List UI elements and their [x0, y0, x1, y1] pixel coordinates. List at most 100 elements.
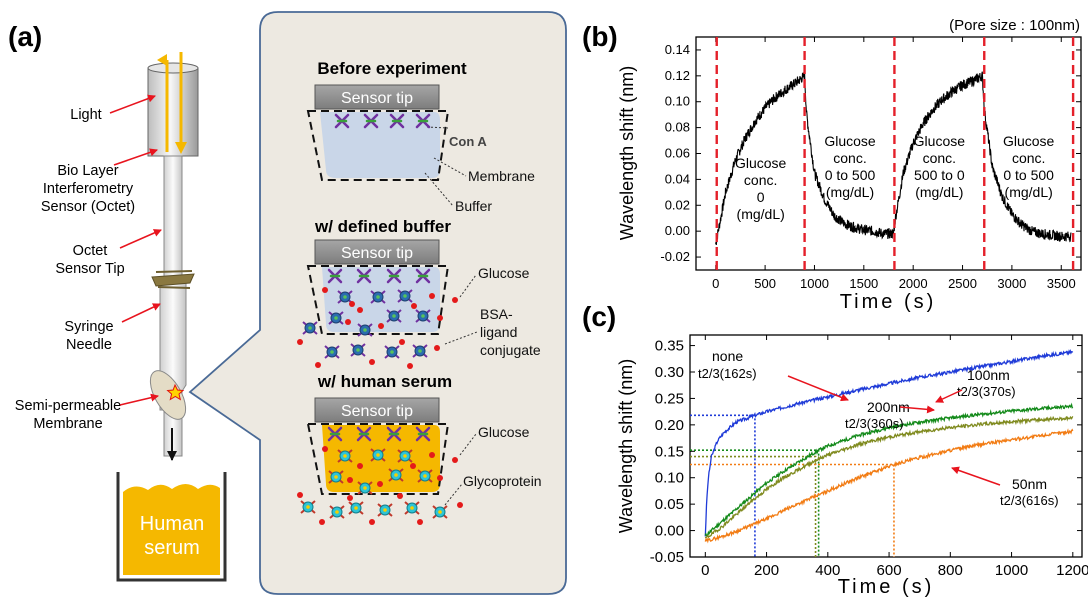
bsa-ligand-icon [386, 309, 402, 323]
panel-c-label: (c) [582, 301, 616, 332]
bsa-ligand-icon [357, 323, 373, 337]
panel-a-label: (a) [8, 21, 42, 52]
y-tick-label: 0.20 [655, 417, 684, 434]
buffer-label: Buffer [455, 198, 492, 214]
pore-size-note: (Pore size : 100nm) [949, 17, 1080, 34]
conA-icon [415, 426, 431, 442]
y-tick-label: 0.08 [665, 120, 690, 135]
star-icon [166, 383, 185, 401]
conA-icon [389, 113, 405, 129]
glycoprotein-icon [357, 481, 373, 495]
arrow-tip [119, 229, 162, 249]
label-200nm: 200nm [867, 399, 910, 415]
bsa-leader [444, 331, 478, 345]
phase-annotation-line: conc. [1012, 150, 1045, 166]
chart-c-xlabel: Time (s) [838, 576, 935, 598]
section2-molecules [297, 268, 458, 369]
y-tick-label: 0.06 [665, 146, 690, 161]
glycoprotein-icon [370, 448, 386, 462]
glycoprotein-icon [388, 468, 404, 482]
light-housing-top [147, 62, 199, 74]
label-needle-2: Needle [66, 337, 112, 353]
label-tip-1: Octet [73, 243, 108, 259]
x-tick-label: 0 [701, 562, 709, 579]
glucose-icon [452, 457, 458, 463]
label-100nm: 100nm [967, 367, 1010, 383]
bsa-label-3: conjugate [480, 342, 541, 358]
human-serum-liquid [123, 484, 220, 575]
label-100nm-t: t2/3(370s) [957, 384, 1016, 399]
chart-b-ticks: -0.02 0.00 0.02 0.04 0.06 0.08 0.10 0.12 0.14 0 50… [660, 37, 1081, 291]
label-none-t: t2/3(162s) [698, 366, 757, 381]
section2-title: w/ defined buffer [314, 217, 451, 236]
panel-a: (a) Light Bio Layer Interferometry Senso… [8, 11, 567, 595]
conA-icon [334, 113, 350, 129]
panel-b: (b) (Pore size : 100nm) -0.02 0.00 0.02 0.0… [582, 17, 1082, 313]
glucose-icon [357, 463, 363, 469]
y-tick-label: 0.02 [665, 197, 690, 212]
conA-leader [426, 126, 449, 129]
chart-c-frame [689, 334, 1083, 558]
glucose-icon [357, 307, 363, 313]
panel-c: (c) -0.05 0.00 0.05 0.10 0.15 0.20 0.25 0.30 0.3… [582, 301, 1088, 598]
label-50nm-t: t2/3(616s) [1000, 493, 1059, 508]
x-tick-label: 1000 [995, 562, 1028, 579]
phase-annotation-line: Glucose [1003, 133, 1055, 149]
phase-annotation-line: Glucose [914, 133, 966, 149]
guide-line [690, 455, 817, 557]
membrane-outline-2 [306, 265, 450, 335]
y-tick-label: 0.14 [665, 42, 690, 57]
glucose-icon [378, 323, 384, 329]
glycoprotein-icon [329, 505, 345, 519]
phase-annotation-line: 0 to 500 [1003, 167, 1054, 183]
glucose-icon [457, 502, 463, 508]
phase-annotation-line: conc. [923, 150, 956, 166]
conA-icon [386, 268, 402, 284]
glucose-icon [345, 319, 351, 325]
glucose-icon [297, 339, 303, 345]
conA-row-1 [334, 113, 431, 129]
conA-label: Con A [449, 134, 487, 149]
arrow-needle [121, 303, 161, 323]
glucose-icon [369, 359, 375, 365]
y-tick-label: 0.10 [665, 94, 690, 109]
bsa-ligand-icon [328, 311, 344, 325]
glucose-icon [322, 446, 328, 452]
series-line-200nm [704, 415, 1074, 539]
membrane-outline-3 [306, 423, 450, 495]
section1-title: Before experiment [317, 59, 467, 78]
membrane-outline-1 [306, 110, 450, 181]
light-down-arrow-icon [175, 142, 187, 154]
phase-annotation-line: (mg/dL) [826, 184, 874, 200]
phase-annotation-line: Glucose [824, 133, 876, 149]
sensor-tip-1 [314, 84, 440, 110]
guide-line [690, 463, 895, 557]
bsa-ligand-icon [350, 343, 366, 357]
glucose-icon [349, 301, 355, 307]
label-200nm-t: t2/3(360s) [845, 416, 904, 431]
y-tick-label: 0.00 [655, 523, 684, 540]
y-tick-label: 0.04 [665, 171, 690, 186]
conA-icon [327, 268, 343, 284]
bsa-ligand-icon [397, 289, 413, 303]
y-tick-label: 0.12 [665, 68, 690, 83]
sensor-tip-label-1: Sensor tip [341, 90, 413, 107]
glycoprotein-icon [348, 501, 364, 515]
y-tick-label: 0.25 [655, 390, 684, 407]
arrow-bli [113, 148, 158, 166]
conA-icon [363, 113, 379, 129]
series-line-none [704, 349, 1074, 537]
series-line-50nm [704, 428, 1074, 544]
chart-c-ticks: -0.05 0.00 0.05 0.10 0.15 0.20 0.25 0.30 0.35 0 20… [650, 335, 1088, 579]
glucose-icon [429, 452, 435, 458]
label-bli-2: Interferometry [43, 181, 134, 197]
membrane-fill-1 [320, 112, 440, 178]
x-tick-label: 3000 [997, 276, 1026, 291]
phase-annotation-line: 500 to 0 [914, 167, 965, 183]
glucose-icon [417, 519, 423, 525]
glucose-icon [399, 339, 405, 345]
label-bli-3: Sensor (Octet) [41, 199, 135, 215]
y-tick-label: 0.35 [655, 338, 684, 355]
glucose-leader-3 [459, 433, 477, 456]
